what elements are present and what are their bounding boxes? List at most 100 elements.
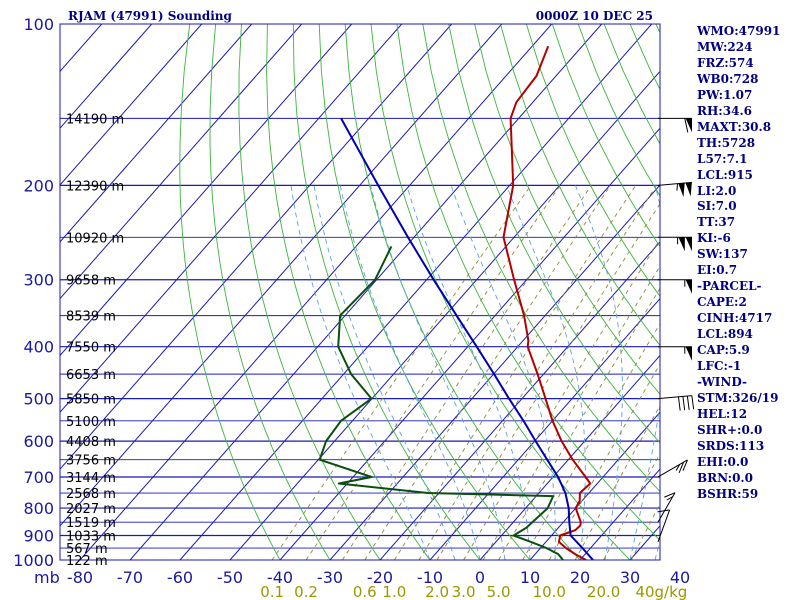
dry-adiabat (344, 24, 581, 560)
mixing-ratio-label: 2.0 (425, 583, 449, 600)
mixing-ratio-label: 0.6 (353, 583, 377, 600)
temp-tick-20: 20 (570, 568, 590, 587)
isotherm--20 (379, 241, 660, 560)
wind-barb-pennant (685, 118, 692, 133)
mixing-ratio-line (548, 363, 660, 560)
index-item: HEL:12 (697, 406, 748, 421)
temp-tick--80: -80 (67, 568, 93, 587)
moist-adiabat (629, 185, 660, 560)
isotherm--80 (79, 24, 553, 560)
height-label-850: 1519 m (66, 516, 116, 531)
pressure-label-200: 200 (23, 176, 54, 195)
dry-adiabat (785, 24, 800, 560)
dry-adiabat (474, 24, 660, 395)
isotherm--40 (279, 127, 660, 560)
height-label-600: 4408 m (66, 435, 116, 450)
wind-barb-250 (658, 236, 692, 252)
isotherm--120 (60, 24, 353, 357)
index-item: LCL:915 (697, 167, 753, 182)
dry-adiabat (370, 24, 631, 560)
temp-tick--40: -40 (267, 568, 293, 587)
wind-barb-staff (657, 459, 688, 478)
wind-barb-150 (658, 117, 692, 133)
wind-barb-500 (657, 395, 695, 411)
wind-barb-flag (678, 462, 685, 474)
isotherm--150 (60, 24, 203, 186)
temp-tick-40: 40 (670, 568, 690, 587)
dry-adiabat-lines (179, 24, 800, 560)
temp-tick-30: 30 (620, 568, 640, 587)
index-item: PW:1.07 (697, 87, 753, 102)
index-item: CAPE:2 (697, 295, 747, 310)
wind-barb-flag (657, 509, 670, 513)
wind-barbs (657, 117, 695, 543)
wind-barb-halfflag (666, 496, 673, 501)
moist-adiabat (450, 185, 556, 560)
height-label-350: 8539 m (66, 310, 116, 325)
index-item: KI:-6 (697, 231, 731, 246)
mixing-ratio-line (418, 185, 657, 560)
mixing-ratio-line (394, 185, 637, 560)
wind-barb-pennant (685, 237, 692, 252)
pressure-label-700: 700 (23, 468, 54, 487)
height-label-450: 6653 m (66, 368, 116, 383)
pressure-label-900: 900 (23, 526, 54, 545)
wind-barb-400 (658, 346, 692, 361)
index-item: CAP:5.9 (697, 343, 750, 358)
pressure-label-600: 600 (23, 432, 54, 451)
temp-tick--20: -20 (367, 568, 393, 587)
mixing-ratio-line (482, 265, 660, 560)
index-item: WMO:47991 (697, 24, 781, 38)
mixing-ratio-label: 20.0 (587, 583, 620, 600)
temp-tick--10: -10 (417, 568, 443, 587)
index-item: TT:37 (697, 215, 736, 230)
isotherm--50 (229, 70, 660, 560)
wind-barb-staff (657, 492, 676, 523)
dry-adiabat (179, 24, 281, 560)
temp-tick--30: -30 (317, 568, 343, 587)
index-item: SHR+:0.0 (697, 422, 763, 437)
temp-tick--60: -60 (167, 568, 193, 587)
pressure-label-400: 400 (23, 338, 54, 357)
index-item: MW:224 (697, 39, 753, 54)
height-label-700: 3144 m (66, 471, 116, 486)
index-item: MAXT:30.8 (697, 119, 772, 134)
isotherm--90 (60, 24, 503, 527)
isotherm--10 (429, 297, 660, 560)
moist-adiabat (505, 185, 586, 560)
isotherm--140 (60, 24, 253, 243)
dry-adiabat (500, 24, 660, 347)
index-item: SI:7.0 (697, 199, 737, 214)
isotherm-10 (529, 411, 660, 560)
wind-barb-staff (657, 181, 692, 186)
wind-barb-pennant (678, 237, 685, 252)
index-item: LI:2.0 (697, 183, 737, 198)
moist-adiabat (370, 185, 506, 560)
wind-barb-flag (664, 492, 676, 498)
dry-adiabat (448, 24, 660, 444)
height-label-650: 3756 m (66, 454, 116, 469)
height-label-800: 2027 m (66, 502, 116, 517)
pressure-label-500: 500 (23, 390, 54, 409)
wind-barb-pennant (685, 346, 692, 361)
isotherm--100 (60, 24, 453, 470)
mixing-ratio-line (498, 287, 660, 560)
temp-tick-10: 10 (520, 568, 540, 587)
isotherm--160 (60, 24, 153, 129)
height-label-300: 9658 m (66, 274, 116, 289)
index-item: LCL:894 (697, 327, 753, 342)
stability-indices-panel: WMO:47991 MW:224 FRZ:574 WB0:728 PW:1.07 RH:3… (697, 24, 780, 503)
dry-adiabat (292, 24, 481, 560)
mixing-ratio-line (436, 202, 660, 560)
dewpoint-trace (318, 245, 564, 560)
chart-time: 0000Z 10 DEC 25 (536, 9, 653, 23)
dry-adiabat (238, 24, 381, 560)
height-label-500: 5850 m (66, 393, 116, 408)
index-item: -WIND- (697, 374, 747, 389)
mixing-ratio-line (271, 185, 532, 560)
index-item: EHI:0.0 (697, 454, 749, 469)
height-label-200: 12390 m (66, 179, 124, 194)
wind-barb-flag (686, 396, 690, 410)
index-item: TH:5728 (697, 135, 756, 150)
